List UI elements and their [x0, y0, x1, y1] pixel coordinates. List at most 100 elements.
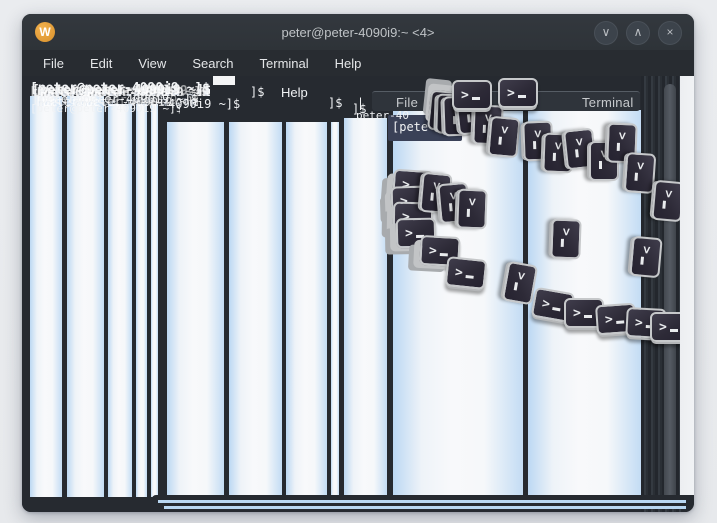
menu-bar: File Edit View Search Terminal Help: [22, 50, 694, 76]
prompt-underscore-glyph: [517, 95, 526, 98]
prompt-underscore-glyph: [634, 172, 638, 181]
rightmost-light-column: [680, 76, 694, 495]
prompt-underscore-glyph: [552, 307, 561, 312]
prompt-chevron-glyph: >: [573, 305, 581, 321]
terminal-app-icon: >: [623, 152, 657, 194]
menu-search[interactable]: Search: [192, 55, 234, 71]
prompt-underscore-glyph: [640, 256, 644, 265]
garbled-text-fragment: [peter@peter-4090i9 ~]$: [30, 81, 211, 96]
garbled-text-fragment: [pete: [392, 120, 429, 134]
nested-window-column: [393, 109, 523, 495]
nested-window-column: [151, 104, 158, 497]
garbled-text-fragment: ]$: [250, 85, 265, 99]
garbled-text-fragment: [peter@peter-4090i9 ~]$: [32, 92, 199, 106]
prompt-underscore-glyph: [471, 97, 480, 100]
garbled-text-fragment: Help: [281, 85, 308, 100]
konsole-app-icon: W: [35, 22, 55, 42]
terminal-app-icon: >: [456, 188, 488, 230]
prompt-underscore-glyph: [430, 192, 434, 201]
garbled-text-fragment: peter-40: [356, 109, 409, 122]
prompt-underscore-glyph: [439, 253, 448, 257]
nested-window-column: [344, 118, 387, 495]
prompt-chevron-glyph: >: [638, 245, 655, 255]
window-controls: ∨ ∧ ×: [594, 21, 682, 45]
prompt-underscore-glyph: [449, 203, 453, 212]
prompt-underscore-glyph: [552, 152, 556, 161]
garbled-text-fragment: 4090i9 ~]$: [168, 97, 241, 111]
prompt-underscore-glyph: [533, 140, 537, 149]
nested-window-column: [67, 96, 104, 497]
nested-window-column: [167, 122, 224, 495]
prompt-underscore-glyph: [482, 124, 486, 133]
window-titlebar[interactable]: W peter@peter-4090i9:~ <4> ∨ ∧ ×: [22, 14, 694, 50]
menu-edit[interactable]: Edit: [89, 55, 113, 71]
nested-window-column: [331, 122, 339, 495]
prompt-chevron-glyph: >: [604, 311, 614, 328]
nested-menu-file-label: File: [396, 95, 419, 110]
prompt-chevron-glyph: >: [428, 242, 438, 259]
prompt-chevron-glyph: >: [632, 161, 649, 171]
prompt-underscore-glyph: [599, 160, 602, 169]
terminal-cursor-block: [213, 76, 235, 85]
nested-window-column: [108, 104, 132, 497]
nested-window-column: [136, 104, 147, 497]
nested-window-column: [30, 96, 62, 497]
prompt-underscore-glyph: [560, 238, 564, 247]
prompt-chevron-glyph: >: [461, 87, 469, 103]
nested-window-column: [286, 122, 327, 495]
prompt-underscore-glyph: [583, 315, 592, 318]
prompt-chevron-glyph: >: [540, 295, 552, 312]
terminal-app-icon: >: [498, 78, 538, 108]
nested-menu-terminal-label: Terminal: [582, 95, 634, 110]
nested-window-edge-pill: [664, 84, 676, 506]
prompt-underscore-glyph: [498, 136, 502, 145]
garbled-text-fragment: [peter@peter-4090i9 ~]$: [30, 102, 180, 115]
prompt-chevron-glyph: >: [660, 189, 677, 199]
maximize-button[interactable]: ∧: [626, 21, 650, 45]
prompt-chevron-glyph: >: [454, 264, 464, 281]
prompt-underscore-glyph: [575, 149, 579, 158]
prompt-chevron-glyph: >: [558, 227, 574, 237]
menu-view[interactable]: View: [138, 55, 167, 71]
terminal-app-icon: >: [550, 218, 582, 260]
prompt-chevron-glyph: >: [659, 319, 667, 335]
prompt-underscore-glyph: [513, 282, 518, 291]
prompt-chevron-glyph: >: [513, 270, 530, 282]
terminal-screen[interactable]: File Terminal [peter@peter-4090i9 ~]$ [pete…: [22, 76, 694, 512]
nested-window-column: [229, 122, 282, 495]
terminal-app-icon: >: [487, 115, 521, 159]
prompt-underscore-glyph: [616, 142, 620, 151]
prompt-underscore-glyph: [465, 275, 474, 279]
minimize-button[interactable]: ∨: [594, 21, 618, 45]
prompt-chevron-glyph: >: [507, 85, 515, 101]
prompt-underscore-glyph: [615, 320, 625, 324]
prompt-underscore-glyph: [467, 114, 471, 123]
terminal-app-icon: >: [444, 255, 488, 291]
prompt-chevron-glyph: >: [404, 225, 413, 241]
prompt-chevron-glyph: >: [571, 137, 588, 147]
prompt-chevron-glyph: >: [634, 314, 644, 331]
prompt-chevron-glyph: >: [464, 197, 480, 207]
prompt-underscore-glyph: [669, 329, 678, 332]
terminal-app-icon: >: [452, 80, 492, 110]
prompt-underscore-glyph: [466, 208, 470, 217]
window-title: peter@peter-4090i9:~ <4>: [281, 24, 435, 40]
nested-bottom-band-blue2: [164, 506, 686, 509]
nested-bottom-band-dark1: [152, 495, 684, 500]
nested-bottom-band-blue1: [158, 500, 686, 503]
prompt-chevron-glyph: >: [614, 131, 630, 141]
prompt-underscore-glyph: [453, 115, 457, 124]
prompt-underscore-glyph: [662, 200, 666, 209]
terminal-app-icon: >: [629, 235, 663, 279]
close-button[interactable]: ×: [658, 21, 682, 45]
menu-file[interactable]: File: [43, 55, 64, 71]
prompt-chevron-glyph: >: [496, 125, 513, 135]
prompt-chevron-glyph: >: [550, 141, 566, 151]
menu-help[interactable]: Help: [334, 55, 362, 71]
garbled-text-fragment: ]$ |: [328, 96, 365, 110]
menu-terminal[interactable]: Terminal: [259, 55, 309, 71]
nested-bottom-band-dark2: [158, 503, 686, 506]
terminal-window: W peter@peter-4090i9:~ <4> ∨ ∧ × File Ed…: [22, 14, 694, 512]
garbled-text-fragment: ]$: [352, 102, 367, 116]
